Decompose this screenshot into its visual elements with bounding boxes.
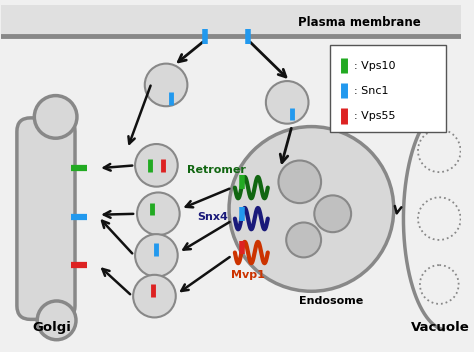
Circle shape [266, 81, 309, 124]
Text: Mvp1: Mvp1 [231, 270, 265, 280]
Text: Retromer: Retromer [187, 165, 246, 175]
Text: : Vps10: : Vps10 [354, 61, 395, 70]
Circle shape [34, 96, 77, 138]
Text: : Vps55: : Vps55 [354, 111, 395, 121]
Circle shape [229, 127, 394, 291]
Text: Plasma membrane: Plasma membrane [299, 17, 421, 30]
Circle shape [135, 144, 178, 187]
Circle shape [278, 161, 321, 203]
Circle shape [37, 301, 76, 340]
Circle shape [286, 222, 321, 257]
Text: : Snc1: : Snc1 [354, 86, 389, 96]
FancyBboxPatch shape [330, 45, 446, 132]
Bar [1, 6, 461, 38]
Circle shape [145, 64, 187, 106]
FancyBboxPatch shape [17, 118, 75, 319]
Text: Vacuole: Vacuole [411, 321, 470, 334]
Circle shape [135, 234, 178, 277]
Text: Snx4: Snx4 [197, 212, 228, 222]
Circle shape [314, 195, 351, 232]
Circle shape [137, 193, 180, 235]
Text: Endosome: Endosome [299, 296, 363, 306]
Text: Golgi: Golgi [32, 321, 71, 334]
Circle shape [133, 275, 176, 318]
